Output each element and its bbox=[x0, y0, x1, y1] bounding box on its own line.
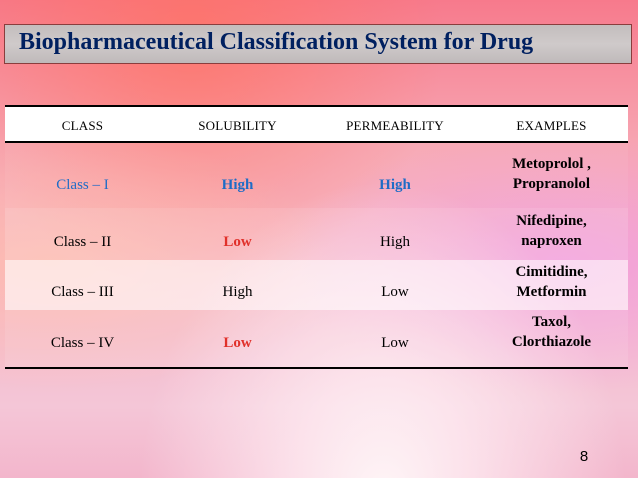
cell-solubility: High bbox=[222, 284, 253, 300]
slide-title-bar: Biopharmaceutical Classification System … bbox=[4, 24, 632, 64]
cell-examples-line2: Propranolol bbox=[512, 176, 591, 192]
cell-examples-line2: Metformin bbox=[516, 284, 587, 300]
cell-class: Class – IV bbox=[50, 335, 115, 351]
bcs-table: CLASS SOLUBILITY PERMEABILITY EXAMPLES C… bbox=[5, 105, 628, 369]
table-header-row: CLASS SOLUBILITY PERMEABILITY EXAMPLES bbox=[5, 105, 628, 143]
cell-permeability: Low bbox=[381, 335, 409, 351]
header-examples: EXAMPLES bbox=[516, 118, 587, 133]
table-row: Class – IV Low Low Taxol, Clorthiazole bbox=[5, 310, 628, 369]
cell-permeability: Low bbox=[381, 284, 409, 300]
cell-examples-line1: Cimitidine, bbox=[515, 264, 588, 280]
cell-solubility: Low bbox=[223, 234, 252, 250]
cell-permeability: High bbox=[380, 234, 410, 250]
cell-class: Class – III bbox=[51, 284, 114, 300]
table-row: Class – III High Low Cimitidine, Metform… bbox=[5, 260, 628, 310]
table-row: Class – I High High Metoprolol , Propran… bbox=[5, 143, 628, 208]
cell-examples-line2: naproxen bbox=[521, 233, 582, 249]
header-solubility: SOLUBILITY bbox=[198, 118, 277, 133]
cell-examples-line1: Metoprolol , bbox=[512, 156, 591, 172]
cell-examples-line1: Nifedipine, bbox=[516, 213, 587, 229]
cell-class: Class – I bbox=[56, 177, 109, 193]
cell-solubility: Low bbox=[223, 335, 252, 351]
cell-permeability: High bbox=[379, 177, 411, 193]
page-number: 8 bbox=[579, 448, 589, 465]
header-class: CLASS bbox=[61, 118, 104, 133]
cell-examples-line1: Taxol, bbox=[531, 314, 572, 330]
table-row: Class – II Low High Nifedipine, naproxen bbox=[5, 208, 628, 260]
cell-examples-line2: Clorthiazole bbox=[511, 334, 592, 350]
header-permeability: PERMEABILITY bbox=[346, 118, 444, 133]
cell-class: Class – II bbox=[53, 234, 112, 250]
slide-title: Biopharmaceutical Classification System … bbox=[19, 29, 534, 55]
cell-solubility: High bbox=[221, 177, 254, 193]
